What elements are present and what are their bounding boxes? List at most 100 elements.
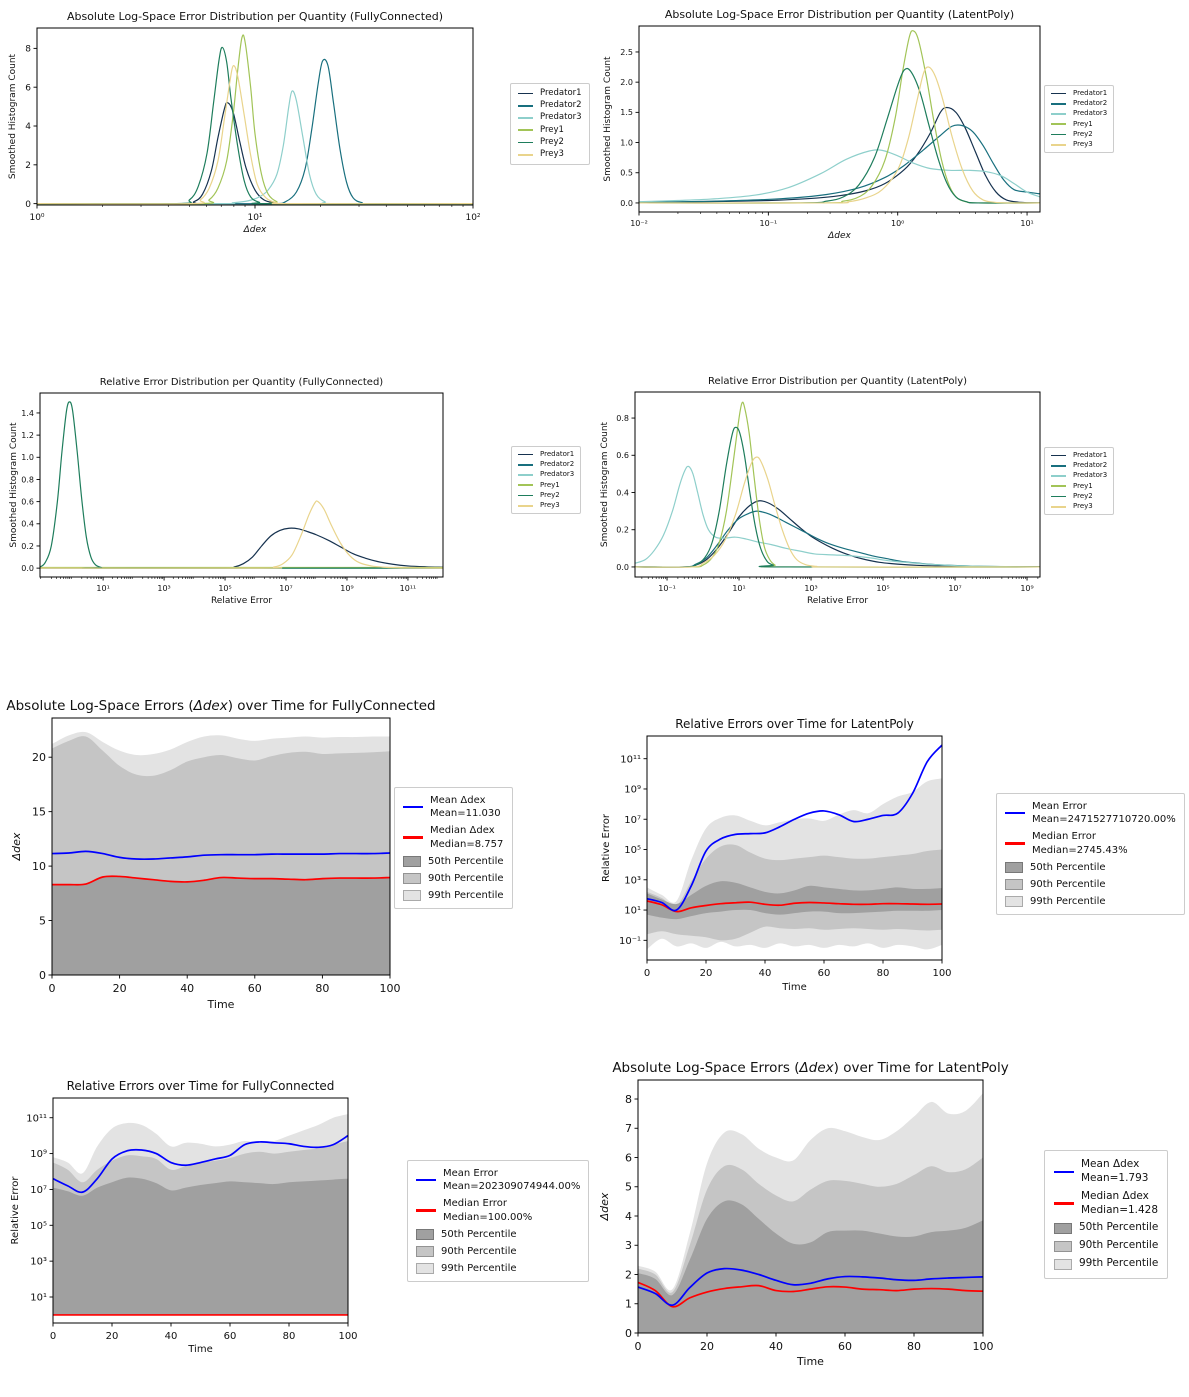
series-line-icon (1054, 1170, 1074, 1174)
x-tick-label: 60 (248, 982, 262, 995)
series-prey2 (635, 426, 1040, 568)
y-tick-label: 5 (625, 1181, 632, 1194)
y-tick-label: 0 (39, 969, 46, 982)
series-line-icon (518, 453, 533, 456)
chart-title: Relative Error Distribution per Quantity… (100, 377, 384, 388)
series-line-icon (1051, 133, 1066, 136)
legend-entry: Predator2 (518, 100, 582, 111)
y-axis-label: Δdex (598, 1192, 611, 1221)
y-tick-label: 10⁷ (624, 815, 641, 826)
y-tick-label: 0.8 (21, 475, 34, 484)
axes-frame (634, 391, 1041, 578)
legend-entry: Predator3 (518, 112, 582, 123)
y-tick-label: 10⁵ (624, 845, 641, 856)
y-tick-label: 0 (625, 1327, 632, 1340)
axes-frame (646, 735, 943, 961)
y-axis-label: Relative Error (10, 1176, 21, 1245)
legend-entry-label: Median Δdex Median=8.757 (430, 825, 504, 850)
legend-entry-label: Predator2 (1073, 99, 1108, 108)
legend-entry-label: Predator1 (540, 88, 582, 98)
legend-entry: Prey2 (518, 137, 582, 148)
legend-entry-label: Median Δdex Median=1.428 (1081, 1189, 1159, 1216)
series-predator3 (639, 149, 1040, 203)
y-tick-label: 10¹¹ (620, 754, 641, 765)
percentile-patch-icon (416, 1228, 434, 1240)
x-tick-label: 100 (932, 968, 951, 979)
y-tick-label: 0.6 (616, 451, 629, 460)
series-line-icon (1051, 485, 1066, 488)
percentile-patch-icon (403, 855, 421, 867)
series-predator3 (37, 90, 473, 205)
x-tick-label: 10⁰ (29, 213, 44, 223)
legend-entry-label: Prey2 (540, 136, 564, 147)
legend-entry: 50th Percentile (1005, 861, 1176, 874)
y-tick-label: 1.4 (21, 409, 34, 418)
legend-entry-label: 90th Percentile (1079, 1239, 1159, 1252)
y-tick-label: 10³ (30, 1257, 47, 1268)
y-tick-label: 10 (32, 860, 46, 873)
legend-lp-relerr-distribution: Predator1 Predator2 Predator3 Prey1 Prey2 Pre… (1044, 447, 1115, 516)
legend-entry: Median Δdex Median=8.757 (403, 824, 504, 850)
y-axis-label: Smoothed Histogram Count (9, 422, 19, 548)
legend-entry: Predator3 (518, 470, 574, 479)
legend-entry: Prey3 (1051, 502, 1107, 511)
series-line-icon (1051, 92, 1066, 95)
legend-entry: 90th Percentile (1054, 1239, 1158, 1253)
x-tick-label: 10¹ (1020, 219, 1033, 228)
legend-entry: Predator2 (1051, 461, 1107, 470)
y-tick-label: 0.6 (21, 498, 34, 507)
axes-frame (637, 1079, 984, 1334)
chart-fc-relerr-time: 0 20 40 60 80 100 10¹ 10³ 10⁵ 10⁷ 10⁹ 10¹¹ Relative … (10, 1079, 358, 1355)
series-prey3 (639, 66, 1040, 204)
legend-entry: 50th Percentile (403, 855, 504, 868)
x-tick-label: 60 (224, 1331, 237, 1342)
legend-entry-label: 99th Percentile (1030, 896, 1106, 908)
legend-entry-label: Predator1 (540, 450, 575, 458)
chart-fc-relerr-distribution: 10¹ 10³ 10⁵ 10⁷ 10⁹ 10¹¹ 0.0 0.2 0.4 0.6 0.8 1.0 1.2… (9, 377, 444, 606)
legend-entry: Prey1 (1051, 482, 1107, 491)
chart-title: Relative Errors over Time for LatentPoly (675, 717, 914, 731)
y-tick-label: 1.0 (620, 138, 633, 147)
legend-entry: Prey2 (518, 491, 574, 500)
legend-entry-label: Predator3 (540, 112, 582, 123)
x-axis-label: Time (207, 998, 235, 1011)
band-50th-percentile (52, 876, 390, 975)
legend-entry-label: Prey3 (540, 501, 560, 510)
x-tick-label: 20 (700, 968, 713, 979)
legend-entry: 90th Percentile (403, 872, 504, 885)
x-tick-label: 100 (338, 1331, 357, 1342)
x-tick-label: 10³ (804, 584, 817, 593)
chart-lp-dex-distribution: 10⁻² 10⁻¹ 10⁰ 10¹ 0.0 0.5 1.0 1.5 2.0 2.5 Absolute… (603, 8, 1041, 241)
series-line-icon (518, 129, 533, 132)
series-prey2 (639, 67, 1040, 204)
percentile-patch-icon (1054, 1258, 1072, 1270)
legend-entry: Prey2 (1051, 492, 1107, 501)
x-tick-label: 10⁹ (340, 584, 353, 593)
series-prey2 (37, 46, 473, 205)
legend-entry: Predator1 (518, 450, 574, 459)
legend-entry-label: Prey3 (1073, 502, 1093, 511)
legend-entry-label: 50th Percentile (428, 855, 504, 867)
legend-entry: 90th Percentile (416, 1245, 580, 1258)
y-tick-label: 4 (625, 1210, 632, 1223)
line-median-δdex (638, 1281, 983, 1308)
y-tick-label: 10⁷ (30, 1185, 47, 1196)
legend-entry-label: Median Error Median=2745.43% (1032, 831, 1128, 856)
legend-entry-label: Predator2 (1073, 461, 1108, 470)
x-tick-label: 80 (877, 968, 890, 979)
legend-entry-label: Predator2 (540, 100, 582, 111)
chart-lp-relerr-time: 0 20 40 60 80 100 10⁻¹ 10¹ 10³ 10⁵ 10⁷ 10⁹ 10¹¹ Relat… (601, 717, 952, 993)
legend-fc-dex-distribution: Predator1 Predator2 Predator3 Prey1 Prey2 Pre… (510, 83, 590, 166)
y-tick-label: 10³ (624, 875, 641, 886)
line-mean-δdex (52, 850, 390, 861)
y-tick-label: 0.4 (616, 488, 629, 497)
legend-entry: Predator1 (518, 88, 582, 99)
legend-entry-label: 99th Percentile (441, 1263, 517, 1275)
line-median-δdex (52, 875, 390, 886)
y-tick-label: 15 (32, 806, 46, 819)
series-line-icon (416, 1178, 436, 1182)
legend-entry-label: Prey2 (1073, 129, 1093, 138)
series-predator1 (40, 527, 443, 569)
line-median-error (647, 900, 942, 913)
